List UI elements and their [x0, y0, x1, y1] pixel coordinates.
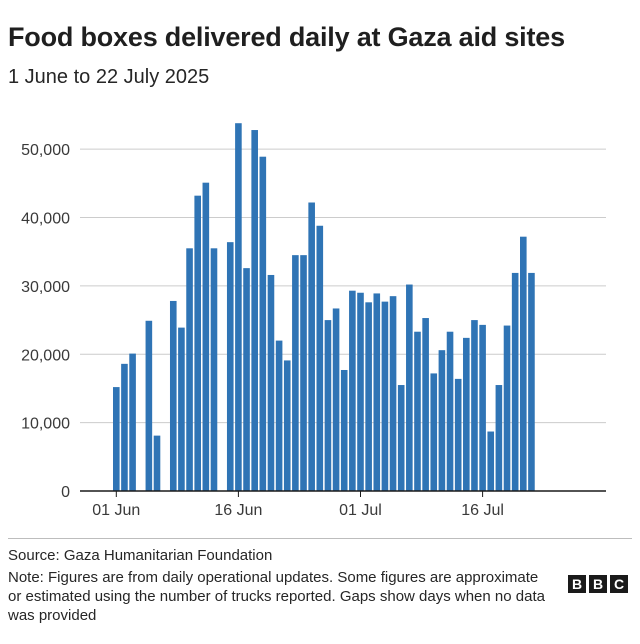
bbc-logo-letter: B: [568, 575, 586, 593]
bar-22-jun: [283, 360, 291, 491]
bar-02-jul: [365, 302, 372, 491]
y-tick-label: 10,000: [21, 416, 70, 433]
bar-08-jul: [414, 331, 421, 491]
x-tick-label: 16 Jul: [461, 502, 504, 519]
note-text: Note: Figures are from daily operational…: [8, 569, 545, 624]
y-tick-label: 0: [61, 484, 70, 501]
bar-12-jul: [446, 331, 454, 491]
bar-09-jul: [422, 318, 429, 491]
bar-29-jun: [340, 369, 348, 491]
bar-21-jun: [275, 340, 283, 491]
x-tick-label: 01 Jul: [339, 502, 382, 519]
bar-13-jul: [454, 378, 462, 491]
bar-18-jun: [251, 130, 258, 492]
y-tick-label: 40,000: [21, 211, 70, 228]
bar-25-jun: [308, 202, 315, 492]
bar-09-jun: [178, 327, 185, 491]
bar-03-jul: [373, 293, 381, 491]
y-tick-label: 20,000: [21, 347, 70, 364]
bbc-logo: B B C: [568, 575, 628, 593]
bar-08-jun: [169, 300, 177, 491]
x-tick-label: 01 Jun: [92, 502, 140, 519]
bar-12-jun: [202, 182, 210, 491]
bar-16-jul: [479, 324, 486, 491]
bar-07-jul: [406, 284, 413, 491]
bar-30-jun: [349, 290, 356, 491]
bar-10-jun: [186, 248, 193, 491]
bar-13-jun: [210, 248, 218, 491]
chart-subtitle: 1 June to 22 July 2025: [8, 66, 210, 88]
bbc-logo-letter: B: [589, 575, 607, 593]
x-tick-label: 16 Jun: [214, 502, 262, 519]
bar-24-jun: [300, 255, 307, 491]
bar-10-jul: [430, 373, 438, 491]
y-tick-label: 30,000: [21, 279, 70, 296]
bar-11-jun: [194, 195, 201, 491]
bar-06-jun: [153, 435, 161, 491]
bar-01-jul: [357, 292, 364, 491]
bar-15-jun: [226, 242, 234, 491]
bar-14-jul: [463, 337, 470, 491]
source-text: Source: Gaza Humanitarian Foundation: [8, 547, 273, 564]
bar-20-jul: [511, 272, 519, 491]
y-axis-ticks: 0 10,000 20,000 30,000 40,000 50,000: [21, 142, 70, 501]
bar-23-jun: [292, 255, 299, 491]
bar-15-jul: [471, 320, 478, 491]
bar-11-jul: [438, 350, 446, 491]
bar-02-jun: [121, 363, 128, 491]
bar-28-jun: [332, 308, 340, 491]
bar-26-jun: [316, 225, 324, 491]
bar-04-jul: [381, 301, 389, 491]
bar-19-jun: [259, 156, 267, 491]
chart-title: Food boxes delivered daily at Gaza aid s…: [8, 22, 565, 52]
footer-divider: [8, 538, 632, 539]
bar-20-jun: [267, 274, 275, 491]
bar-03-jun: [129, 353, 136, 491]
bbc-logo-letter: C: [610, 575, 628, 593]
y-tick-label: 50,000: [21, 142, 70, 159]
bar-01-jun: [113, 387, 120, 491]
bar-17-jul: [487, 431, 495, 491]
bar-27-jun: [324, 320, 332, 491]
bar-22-jul: [528, 272, 535, 491]
bar-chart: 0 10,000 20,000 30,000 40,000 50,000 01 Jun 16…: [21, 123, 606, 519]
bar-19-jul: [503, 325, 511, 491]
bar-05-jun: [145, 320, 153, 491]
bar-16-jun: [235, 123, 242, 491]
bar-21-jul: [520, 236, 527, 491]
bar-06-jul: [397, 385, 405, 491]
bar-18-jul: [495, 385, 503, 491]
x-axis: 01 Jun 16 Jun 01 Jul 16 Jul: [80, 490, 606, 519]
bar-05-jul: [389, 296, 397, 491]
bar-17-jun: [243, 268, 250, 491]
bars: [113, 123, 535, 492]
